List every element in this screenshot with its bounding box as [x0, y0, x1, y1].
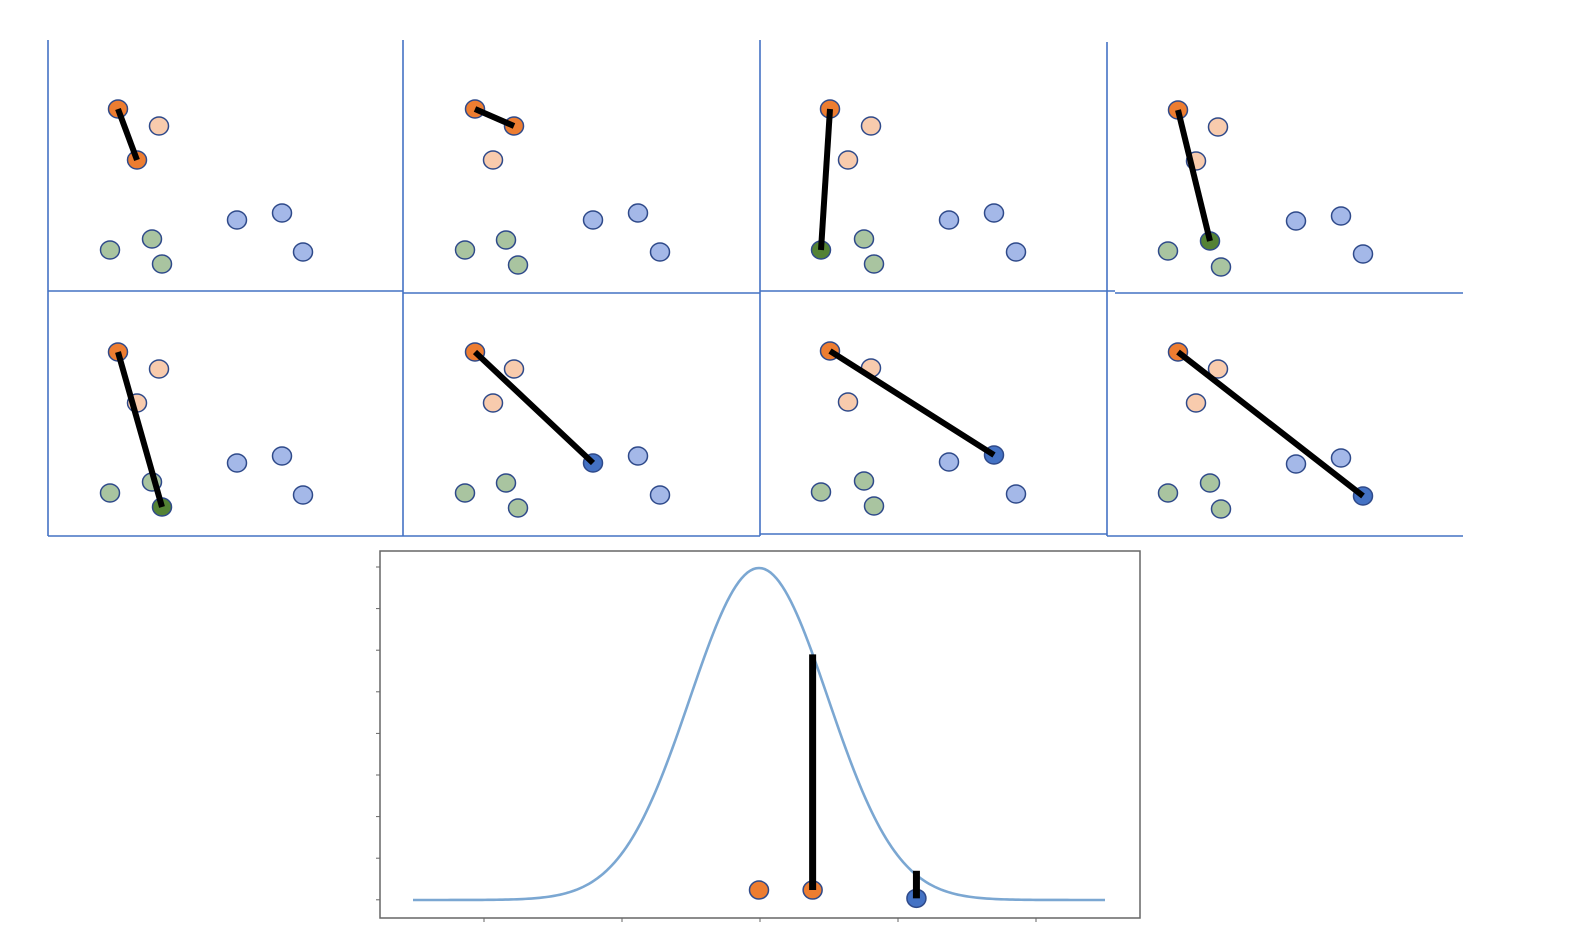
green-point — [1199, 473, 1221, 493]
green-point — [141, 229, 163, 249]
orange-point — [148, 359, 170, 379]
orange-point — [837, 392, 859, 412]
distance-line — [115, 351, 165, 508]
gaussian-plot — [376, 550, 1141, 922]
blue-point — [292, 485, 314, 505]
green-point — [863, 496, 885, 516]
orange-point — [482, 393, 504, 413]
green-point — [1157, 241, 1179, 261]
blue-point — [627, 203, 649, 223]
blue-point — [271, 446, 293, 466]
distance-line — [473, 106, 516, 129]
green-point — [99, 483, 121, 503]
blue-point — [1352, 244, 1374, 264]
panel-4 — [1157, 100, 1374, 277]
panel-3 — [810, 99, 1027, 274]
panel-6 — [454, 342, 671, 518]
blue-point — [983, 203, 1005, 223]
orange-point — [837, 150, 859, 170]
blue-point — [582, 210, 604, 230]
blue-point — [627, 446, 649, 466]
orange-point — [1207, 117, 1229, 137]
panel-2 — [454, 99, 671, 275]
green-point — [1210, 499, 1232, 519]
green-point — [1157, 483, 1179, 503]
orange-point — [1207, 359, 1229, 379]
panel-5 — [99, 342, 314, 517]
green-point — [99, 240, 121, 260]
green-point — [507, 498, 529, 518]
blue-point — [1330, 206, 1352, 226]
orange-point — [860, 116, 882, 136]
plot-marker — [748, 880, 770, 900]
panel-1 — [99, 99, 314, 274]
distance-line — [472, 349, 596, 466]
plot-marks — [748, 654, 927, 909]
panel-grid — [47, 40, 1463, 537]
green-point — [495, 230, 517, 250]
blue-point — [938, 452, 960, 472]
green-point — [853, 229, 875, 249]
orange-point — [148, 116, 170, 136]
plot-ticks — [376, 566, 1037, 922]
plot-frame — [379, 550, 1141, 919]
distance-line — [1175, 109, 1213, 242]
blue-point — [649, 242, 671, 262]
orange-point — [482, 150, 504, 170]
blue-point — [938, 210, 960, 230]
green-point — [863, 254, 885, 274]
blue-point — [292, 242, 314, 262]
blue-point — [271, 203, 293, 223]
blue-point — [226, 210, 248, 230]
blue-point — [226, 453, 248, 473]
blue-point — [1285, 454, 1307, 474]
orange-point — [1185, 393, 1207, 413]
distance-line — [1176, 349, 1365, 499]
orange-point — [503, 359, 525, 379]
panels-layer — [99, 99, 1374, 519]
green-point — [454, 483, 476, 503]
blue-point — [1330, 448, 1352, 468]
green-point — [810, 482, 832, 502]
green-point — [454, 240, 476, 260]
distance-line — [115, 107, 140, 162]
distance-line — [818, 108, 833, 251]
green-point — [1210, 257, 1232, 277]
blue-point — [1005, 242, 1027, 262]
blue-point — [1005, 484, 1027, 504]
gaussian-curve — [413, 566, 1105, 902]
blue-point — [649, 485, 671, 505]
green-point — [495, 473, 517, 493]
blue-point — [1285, 211, 1307, 231]
green-point — [507, 255, 529, 275]
green-point — [151, 254, 173, 274]
panel-7 — [810, 341, 1027, 516]
green-point — [853, 471, 875, 491]
panel-8 — [1157, 342, 1374, 519]
distance-line — [828, 348, 996, 458]
